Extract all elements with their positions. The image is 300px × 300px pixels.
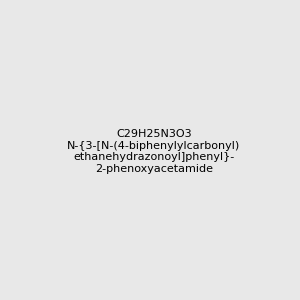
Text: C29H25N3O3
N-{3-[N-(4-biphenylylcarbonyl)
ethanehydrazonoyl]phenyl}-
2-phenoxyac: C29H25N3O3 N-{3-[N-(4-biphenylylcarbonyl…	[67, 129, 240, 174]
